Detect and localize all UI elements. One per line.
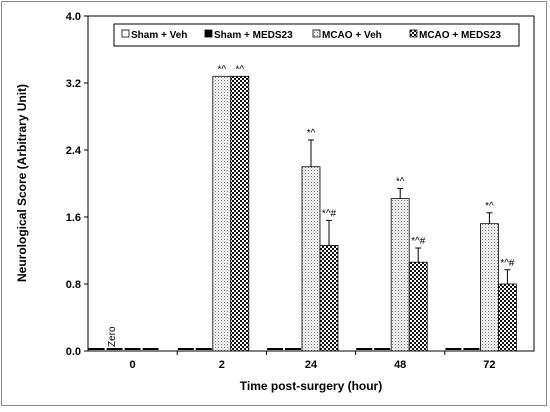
x-tick-label: 0 <box>130 359 136 371</box>
x-tick-label: 2 <box>219 359 225 371</box>
significance-label: *^ <box>218 64 227 75</box>
legend-item-sham-veh: Sham + Veh <box>121 29 187 41</box>
x-tick-label: 72 <box>483 359 495 371</box>
significance-label: *^ <box>396 177 405 188</box>
significance-label: *^# <box>322 208 337 219</box>
bar <box>212 75 232 352</box>
legend-label-mcao-veh: MCAO + Veh <box>322 30 382 41</box>
legend-item-mcao-veh: MCAO + Veh <box>312 29 382 41</box>
chart-frame: Sham + Veh Sham + MEDS23 MCAO + Veh MCAO… <box>1 1 547 406</box>
y-tick-label: 4.0 <box>66 11 81 23</box>
bar <box>408 261 428 352</box>
significance-label: *^ <box>485 201 494 212</box>
significance-label: *^# <box>411 236 426 247</box>
legend-swatch-mcao-meds23 <box>409 29 418 38</box>
significance-label: *^# <box>500 258 515 269</box>
bar <box>230 75 250 352</box>
legend-swatch-mcao-veh <box>312 29 321 38</box>
y-tick-label: 3.2 <box>66 78 81 90</box>
y-tick-label: 0.0 <box>66 346 81 358</box>
y-tick-label: 1.6 <box>66 212 81 224</box>
significance-label: *^ <box>307 128 316 139</box>
bars <box>88 75 517 352</box>
x-axis-title: Time post-surgery (hour) <box>240 379 382 393</box>
y-tick-label: 2.4 <box>66 145 82 157</box>
y-axis: 0.0 0.8 1.6 2.4 3.2 4.0 <box>66 11 88 358</box>
bar-chart: Sham + Veh Sham + MEDS23 MCAO + Veh MCAO… <box>15 11 535 393</box>
legend-label-sham-meds23: Sham + MEDS23 <box>214 30 293 41</box>
significance-label: *^ <box>236 64 245 75</box>
x-tick-label: 24 <box>305 359 318 371</box>
y-tick-label: 0.8 <box>66 279 81 291</box>
legend-label-sham-veh: Sham + Veh <box>131 30 187 41</box>
legend: Sham + Veh Sham + MEDS23 MCAO + Veh MCAO… <box>113 23 520 47</box>
zero-label: Zero <box>107 326 118 347</box>
x-axis: 0 2 24 48 72 <box>130 351 496 371</box>
error-bars <box>308 139 511 284</box>
legend-swatch-sham-meds23 <box>204 29 213 38</box>
legend-label-mcao-meds23: MCAO + MEDS23 <box>419 30 501 41</box>
bar <box>301 166 321 352</box>
legend-item-mcao-meds23: MCAO + MEDS23 <box>409 29 501 41</box>
x-tick-label: 48 <box>394 359 406 371</box>
y-axis-title: Neurological Score (Arbitrary Unit) <box>15 84 29 282</box>
significance-annotations: *^ *^ *^ *^ *^ *^# *^# *^# <box>218 64 515 268</box>
legend-swatch-sham-veh <box>121 29 130 38</box>
bar <box>479 223 499 352</box>
bar <box>390 198 410 352</box>
bar <box>497 283 517 352</box>
bar <box>319 245 339 352</box>
legend-item-sham-meds23: Sham + MEDS23 <box>204 29 293 41</box>
